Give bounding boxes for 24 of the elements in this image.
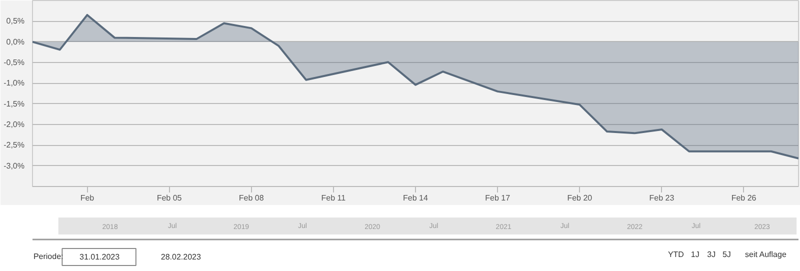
y-tick-label: 0,0% [6, 37, 24, 46]
text: YTD [668, 250, 684, 259]
x-tick-label: Feb 14 [403, 194, 429, 202]
x-tick-label: Feb 17 [485, 194, 511, 202]
y-tick-label: -2,5% [4, 140, 25, 150]
text: seit Auflage [745, 250, 787, 259]
x-tick-label: Feb 08 [238, 194, 264, 202]
x-tick-label: Feb [80, 194, 95, 202]
text: 3J [707, 250, 716, 259]
x-tick-label: Feb 11 [321, 194, 346, 202]
text: 5J [722, 250, 731, 259]
y-tick-label: -0,5% [4, 58, 25, 67]
y-tick-label: 0,5% [6, 16, 24, 26]
y-tick-label: -3,0% [4, 161, 25, 170]
x-tick-label: Feb 26 [731, 194, 757, 202]
x-tick-label: Feb 23 [649, 194, 675, 202]
text: 1J [690, 250, 700, 259]
x-tick-label: Feb 20 [567, 194, 593, 202]
y-tick-label: -1,5% [4, 99, 25, 108]
x-tick-label: Feb 05 [156, 194, 182, 202]
y-tick-label: -1,0% [4, 78, 25, 88]
y-tick-label: -2,0% [4, 120, 25, 129]
text: 28.02.2023 [160, 252, 202, 262]
text: 31.01.2023 [80, 252, 120, 262]
